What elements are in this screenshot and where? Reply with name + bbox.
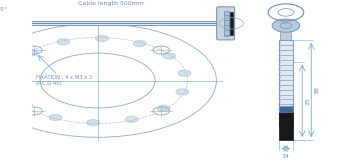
Ellipse shape <box>163 53 175 59</box>
Ellipse shape <box>5 85 17 91</box>
Ellipse shape <box>176 89 189 95</box>
Ellipse shape <box>6 66 19 72</box>
Bar <box>279 40 293 127</box>
Ellipse shape <box>272 19 300 32</box>
Ellipse shape <box>20 102 32 108</box>
Ellipse shape <box>57 39 70 45</box>
Ellipse shape <box>49 114 62 120</box>
Text: 34: 34 <box>282 154 290 159</box>
Ellipse shape <box>133 40 146 47</box>
Bar <box>224 11 229 36</box>
Ellipse shape <box>87 120 99 126</box>
FancyBboxPatch shape <box>217 7 235 40</box>
Bar <box>280 31 291 40</box>
Text: FIXATION : 4 x M3 x 3
(P.C.D 40): FIXATION : 4 x M3 x 3 (P.C.D 40) <box>36 75 92 86</box>
Text: 38: 38 <box>315 86 320 94</box>
Ellipse shape <box>96 36 108 41</box>
Text: 25: 25 <box>306 97 311 105</box>
Bar <box>230 12 233 35</box>
Ellipse shape <box>158 105 170 111</box>
Text: 45°: 45° <box>0 7 7 12</box>
Ellipse shape <box>25 50 38 56</box>
Text: Cable length 500mm: Cable length 500mm <box>78 1 144 6</box>
Ellipse shape <box>178 70 191 76</box>
Bar <box>279 112 293 140</box>
Bar <box>279 106 293 112</box>
Ellipse shape <box>126 116 138 122</box>
